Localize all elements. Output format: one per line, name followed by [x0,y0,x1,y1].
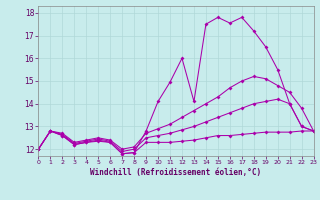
X-axis label: Windchill (Refroidissement éolien,°C): Windchill (Refroidissement éolien,°C) [91,168,261,177]
